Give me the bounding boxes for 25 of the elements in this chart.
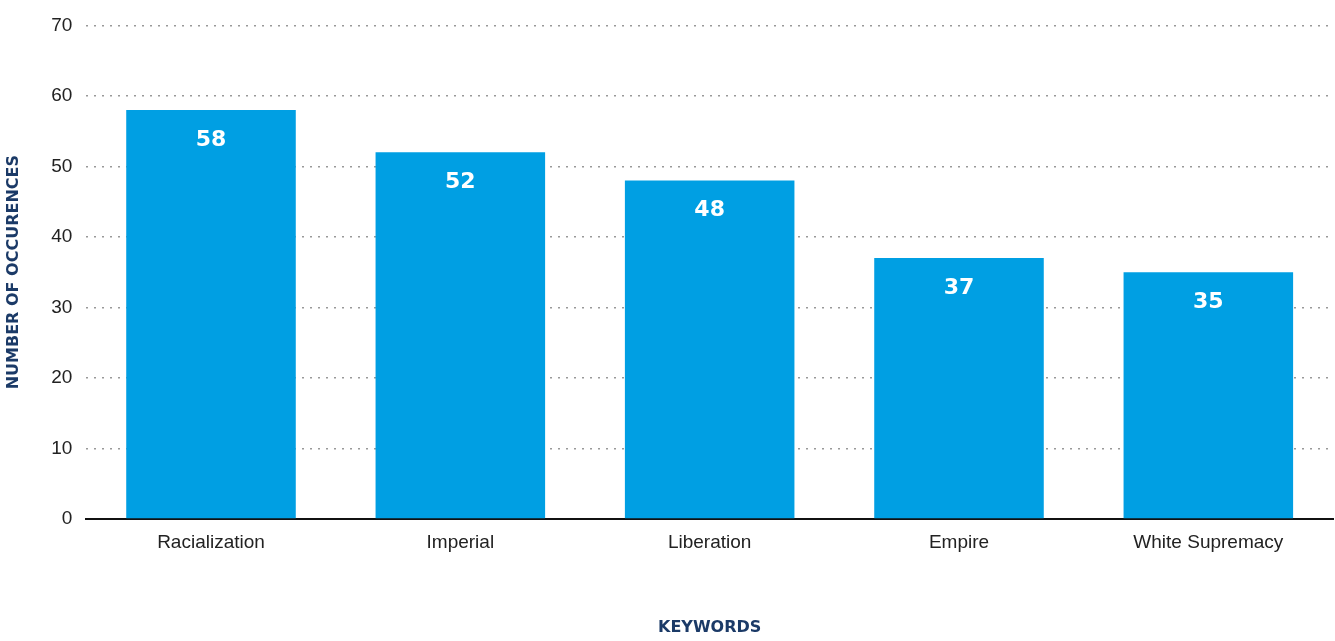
- y-tick-label: 10: [51, 436, 73, 458]
- bar: [874, 258, 1044, 519]
- bar: [1123, 272, 1294, 519]
- bar: [126, 110, 296, 519]
- data-label: 37: [943, 273, 975, 299]
- x-tick-label: Empire: [928, 530, 990, 552]
- x-tick-label: Liberation: [667, 530, 752, 552]
- y-axis-title: NUMBER OF OCCURENCES: [2, 155, 22, 390]
- x-tick-label: White Supremacy: [1133, 530, 1284, 552]
- y-tick-label: 30: [51, 295, 73, 317]
- data-label: 48: [694, 196, 725, 222]
- y-tick-label: 20: [51, 366, 73, 388]
- y-tick-label: 40: [51, 225, 73, 247]
- x-tick-label: Racialization: [157, 530, 265, 552]
- y-tick-label: 50: [51, 154, 73, 176]
- y-tick-label: 70: [51, 13, 73, 35]
- data-label: 58: [195, 125, 227, 151]
- bar: [624, 180, 795, 519]
- x-tick-label: Imperial: [426, 530, 495, 552]
- data-label: 35: [1193, 287, 1224, 313]
- y-tick-label: 60: [51, 84, 73, 106]
- data-label: 52: [445, 168, 476, 194]
- y-tick-label: 0: [61, 507, 73, 529]
- bar: [375, 152, 546, 519]
- x-axis-title: KEYWORDS: [658, 616, 762, 636]
